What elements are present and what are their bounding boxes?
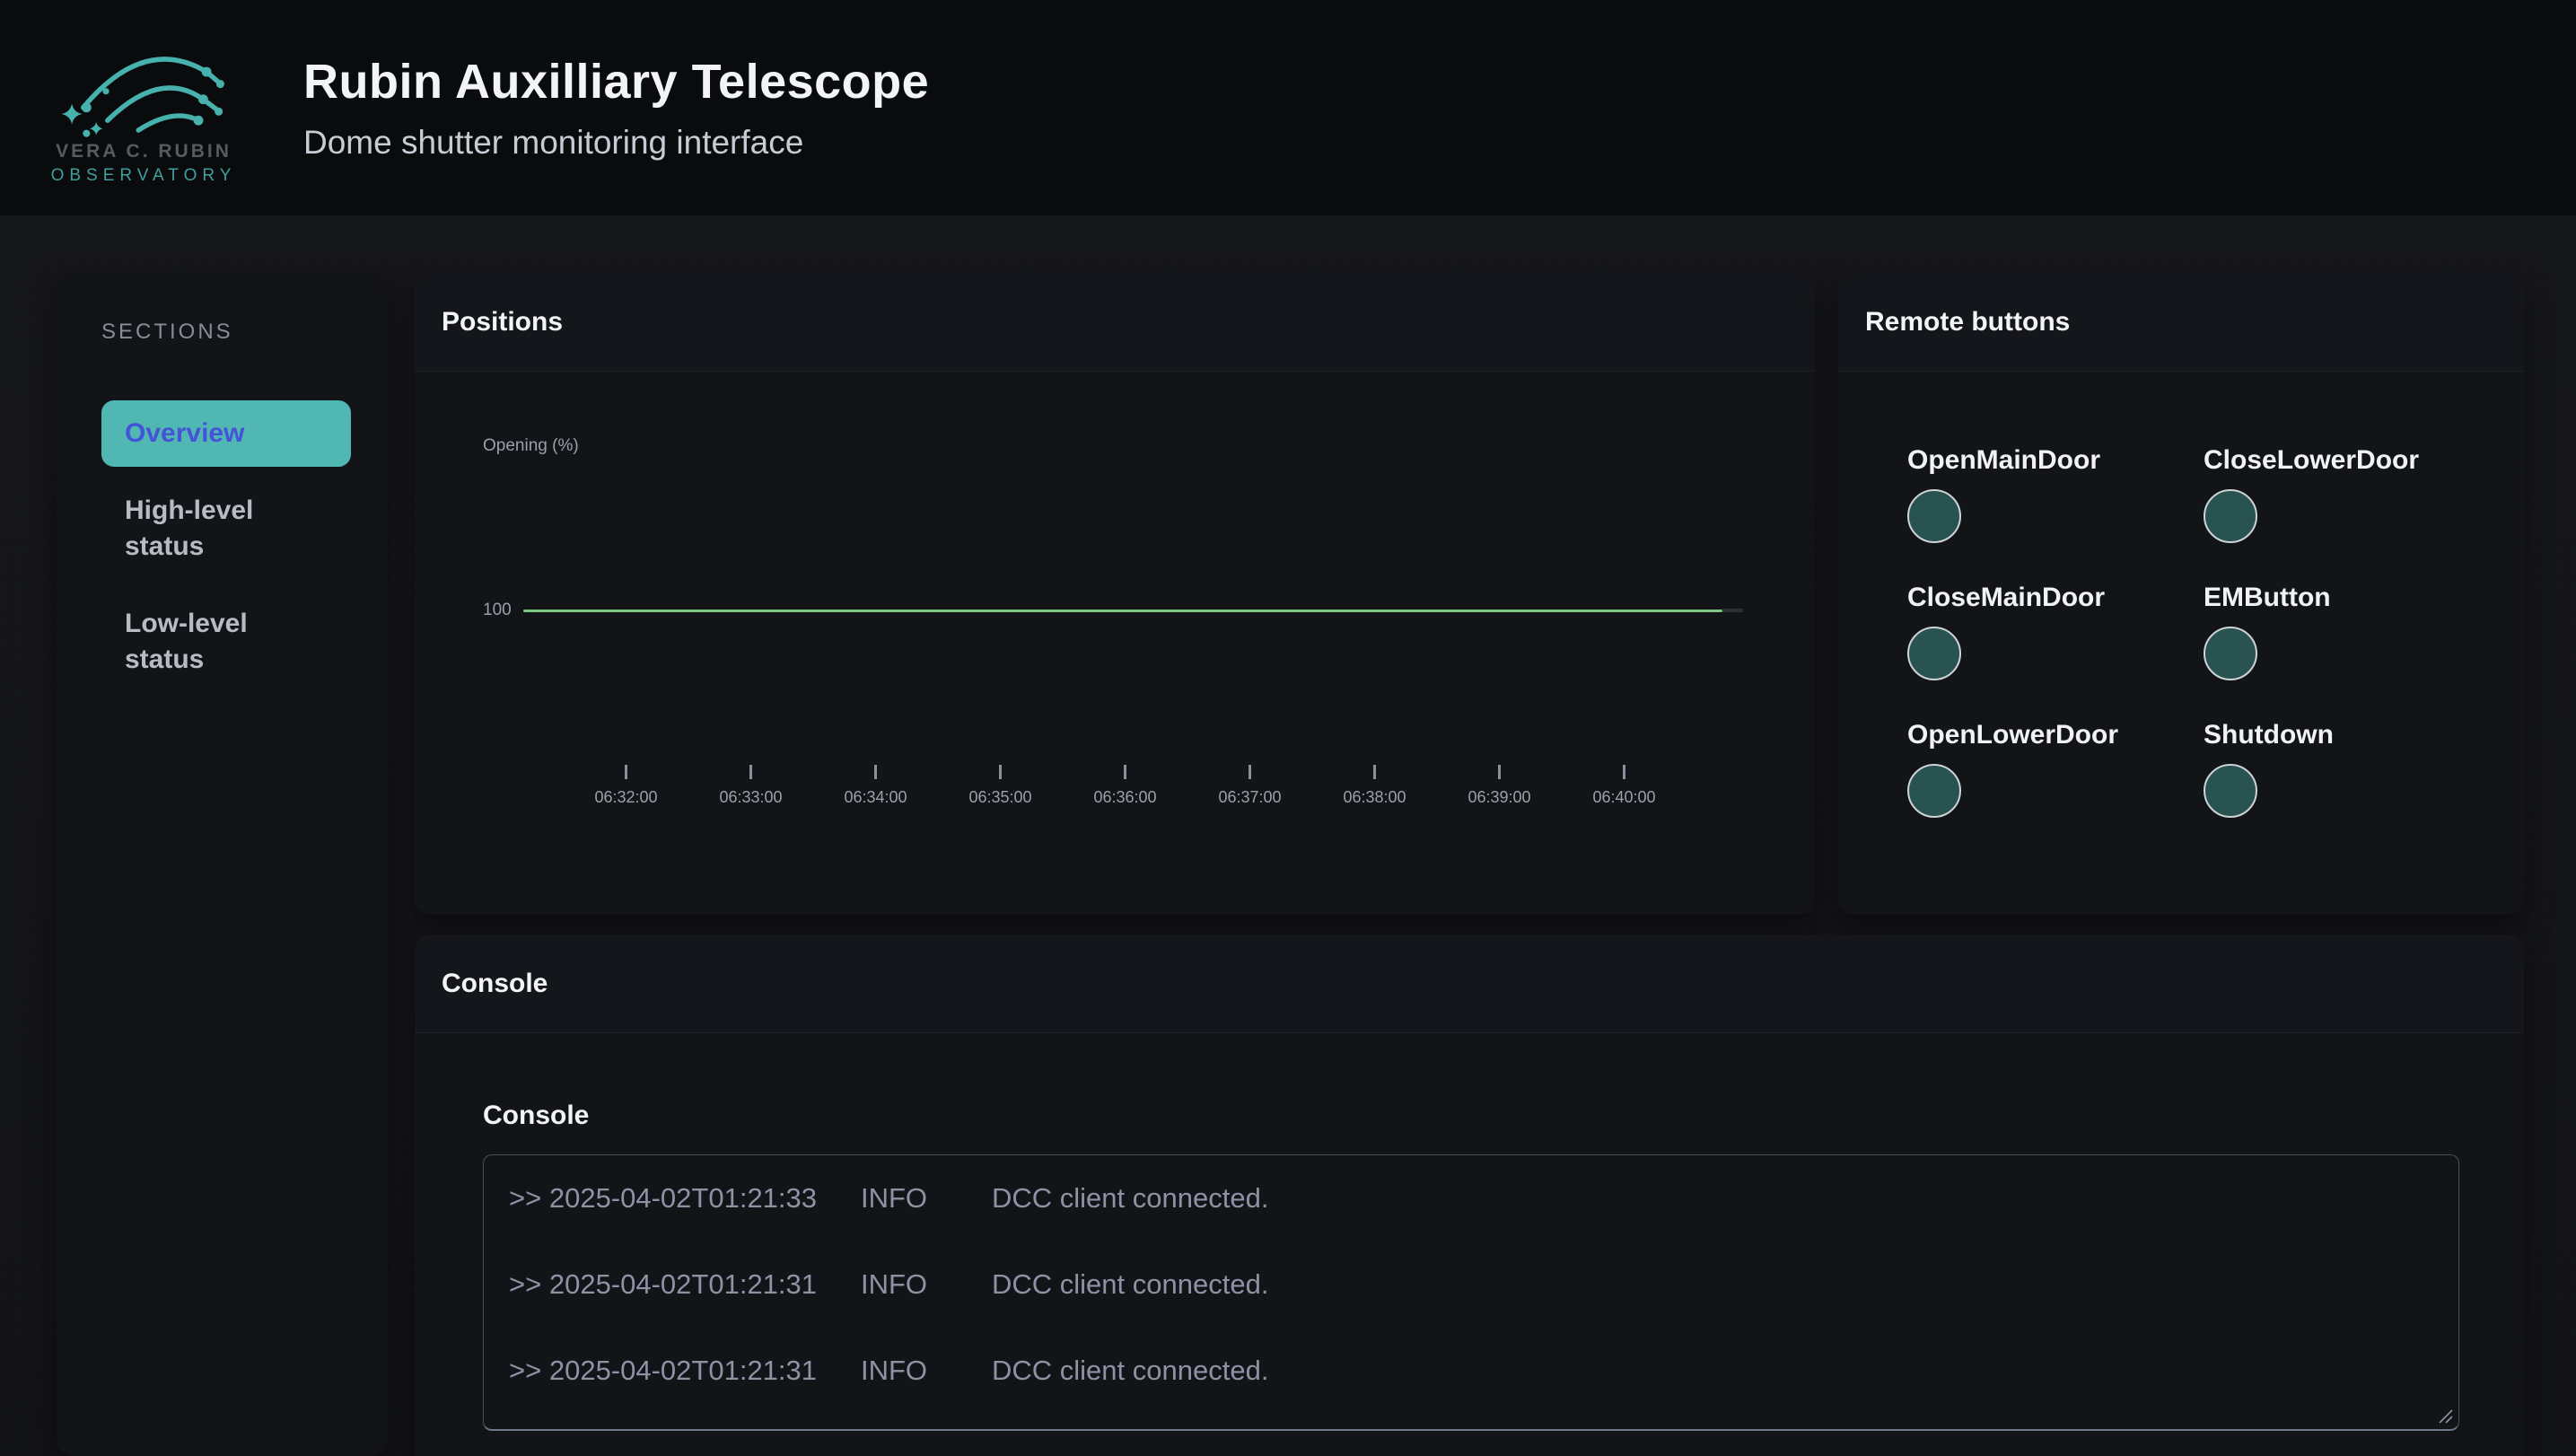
chart-series-row: 100	[483, 601, 1743, 620]
logo-text-line1: VERA C. RUBIN	[56, 141, 232, 162]
opening-chart: Opening (%) 100 06:32:00	[415, 372, 1815, 914]
sidebar-item-label: Overview	[125, 418, 245, 448]
tick-label: 06:35:00	[968, 788, 1032, 806]
remote-button-item: CloseLowerDoor	[2204, 445, 2500, 543]
remote-button-label: EMButton	[2204, 583, 2331, 612]
x-axis-tick: 06:33:00	[688, 765, 813, 807]
tick-mark	[625, 765, 627, 779]
remote-button-label: OpenLowerDoor	[1907, 720, 2119, 750]
console-log-line: >> 2025-04-02T01:21:33 INFO DCC client c…	[509, 1155, 2458, 1241]
chart-y-tick-label: 100	[483, 601, 512, 619]
main-content: Positions Opening (%) 100 06:	[415, 273, 2524, 1456]
positions-title: Positions	[442, 306, 564, 337]
x-axis-tick: 06:34:00	[813, 765, 938, 807]
tick-label: 06:38:00	[1343, 788, 1406, 806]
page-body: SECTIONS Overview High-level status Low-…	[0, 215, 2576, 1456]
remote-button-item: CloseMainDoor	[1907, 583, 2204, 680]
remote-circle-button[interactable]	[1907, 764, 1961, 818]
tick-mark	[1623, 765, 1625, 779]
title-block: Rubin Auxilliary Telescope Dome shutter …	[303, 54, 929, 162]
observatory-logo: VERA C. RUBIN OBSERVATORY	[51, 30, 233, 186]
x-axis-tick: 06:35:00	[938, 765, 1063, 807]
sections-sidebar: SECTIONS Overview High-level status Low-…	[57, 273, 388, 1456]
console-panel: Console Console >> 2025-04-02T01:21:33 I…	[415, 934, 2524, 1456]
sidebar-item-label: High-level status	[125, 495, 254, 561]
page-subtitle: Dome shutter monitoring interface	[303, 124, 804, 161]
remote-button-item: OpenMainDoor	[1907, 445, 2204, 543]
log-message: DCC client connected.	[992, 1268, 1269, 1300]
tick-label: 06:36:00	[1093, 788, 1157, 806]
app-header: VERA C. RUBIN OBSERVATORY Rubin Auxillia…	[0, 0, 2576, 215]
tick-label: 06:33:00	[719, 788, 783, 806]
remote-circle-button[interactable]	[2204, 627, 2257, 680]
tick-mark	[1249, 765, 1251, 779]
remote-circle-button[interactable]	[2204, 489, 2257, 543]
observatory-logo-graphic	[60, 57, 224, 137]
remote-circle-button[interactable]	[2204, 764, 2257, 818]
tick-mark	[749, 765, 752, 779]
log-level: INFO	[861, 1182, 928, 1214]
logo-text-line2: OBSERVATORY	[50, 166, 237, 185]
x-axis-tick: 06:36:00	[1063, 765, 1187, 807]
log-timestamp: >> 2025-04-02T01:21:31	[509, 1268, 818, 1300]
tick-mark	[1124, 765, 1126, 779]
tick-mark	[999, 765, 1002, 779]
sidebar-item[interactable]: Low-level status	[101, 591, 351, 693]
tick-label: 06:34:00	[844, 788, 907, 806]
console-output[interactable]: >> 2025-04-02T01:21:33 INFO DCC client c…	[483, 1154, 2459, 1431]
x-axis-tick: 06:40:00	[1562, 765, 1687, 807]
x-axis: 06:32:00 06:33:00 06:34:00	[564, 765, 1687, 807]
remote-button-label: OpenMainDoor	[1907, 445, 2100, 475]
positions-panel-header: Positions	[415, 273, 1815, 372]
console-title: Console	[442, 968, 548, 998]
tick-mark	[874, 765, 877, 779]
tick-mark	[1498, 765, 1501, 779]
x-axis-tick: 06:32:00	[564, 765, 688, 807]
remote-circle-button[interactable]	[1907, 489, 1961, 543]
x-axis-tick: 06:39:00	[1437, 765, 1562, 807]
log-message: DCC client connected.	[992, 1182, 1269, 1214]
sidebar-item[interactable]: Overview	[101, 400, 351, 467]
positions-panel: Positions Opening (%) 100 06:	[415, 273, 1815, 915]
console-body: Console >> 2025-04-02T01:21:33 INFO DCC …	[415, 1033, 2524, 1456]
page-title: Rubin Auxilliary Telescope	[303, 55, 930, 109]
console-lines: >> 2025-04-02T01:21:33 INFO DCC client c…	[509, 1155, 2458, 1414]
sidebar-item[interactable]: High-level status	[101, 478, 351, 580]
tick-label: 06:32:00	[594, 788, 658, 806]
log-timestamp: >> 2025-04-02T01:21:31	[509, 1355, 818, 1386]
console-log-line: >> 2025-04-02T01:21:31 INFO DCC client c…	[509, 1328, 2458, 1414]
console-panel-header: Console	[415, 934, 2524, 1033]
remote-button-label: CloseMainDoor	[1907, 583, 2106, 612]
log-level: INFO	[861, 1355, 928, 1386]
remote-buttons-grid: OpenMainDoor CloseLowerDoor CloseMainDoo…	[1838, 372, 2524, 836]
remote-buttons-title: Remote buttons	[1865, 306, 2071, 337]
tick-label: 06:37:00	[1218, 788, 1282, 806]
log-level: INFO	[861, 1268, 928, 1300]
tick-label: 06:40:00	[1592, 788, 1656, 806]
remote-button-item: OpenLowerDoor	[1907, 720, 2204, 818]
chart-y-axis-label: Opening (%)	[483, 436, 579, 455]
sections-heading: SECTIONS	[101, 320, 233, 344]
remote-button-item: EMButton	[2204, 583, 2500, 680]
remote-buttons-panel: Remote buttons OpenMainDoor CloseLowerDo…	[1838, 273, 2524, 915]
x-axis-tick: 06:37:00	[1187, 765, 1312, 807]
x-axis-tick: 06:38:00	[1312, 765, 1437, 807]
resize-handle[interactable]	[2436, 1407, 2454, 1425]
sections-nav: Overview High-level status Low-level sta…	[101, 400, 352, 692]
opening-series-line-tail	[1722, 609, 1743, 612]
log-timestamp: >> 2025-04-02T01:21:33	[509, 1182, 818, 1214]
remote-panel-header: Remote buttons	[1838, 273, 2524, 372]
remote-button-label: Shutdown	[2204, 720, 2334, 750]
sidebar-item-label: Low-level status	[125, 608, 248, 674]
remote-button-label: CloseLowerDoor	[2204, 445, 2420, 475]
remote-circle-button[interactable]	[1907, 627, 1961, 680]
log-message: DCC client connected.	[992, 1355, 1269, 1386]
console-log-line: >> 2025-04-02T01:21:31 INFO DCC client c…	[509, 1241, 2458, 1328]
tick-label: 06:39:00	[1468, 788, 1531, 806]
opening-series-line	[522, 609, 1722, 612]
remote-button-item: Shutdown	[2204, 720, 2500, 818]
console-subtitle: Console	[483, 1101, 590, 1130]
tick-mark	[1373, 765, 1376, 779]
